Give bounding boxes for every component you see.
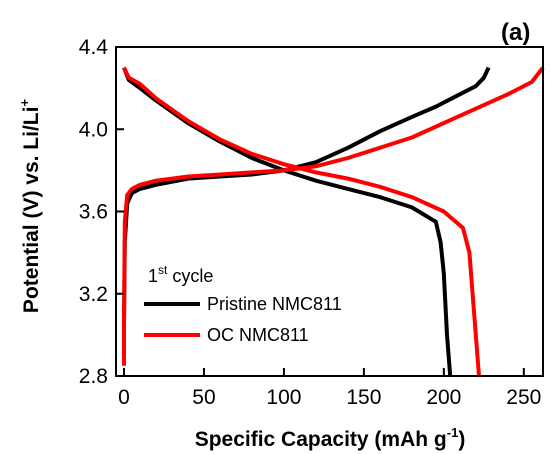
x-axis-title-sup: -1 — [447, 425, 459, 440]
x-axis-title-end: ) — [458, 428, 465, 451]
x-axis-title: Specific Capacity (mAh g-1) — [195, 425, 466, 451]
y-axis-title-main: Potential (V) vs. Li/Li — [20, 107, 43, 314]
x-tick-label: 50 — [192, 386, 215, 409]
x-tick-label: 100 — [266, 386, 301, 409]
series-layer — [122, 66, 545, 377]
y-tick-label: 4.0 — [79, 118, 108, 141]
legend-title-main: 1 — [148, 266, 158, 286]
legend: 1st cycle Pristine NMC811 OC NMC811 — [144, 263, 342, 345]
y-tick-label: 3.2 — [79, 283, 108, 306]
x-tick-label: 200 — [426, 386, 461, 409]
y-tick-label: 2.8 — [79, 365, 108, 388]
x-tick-label: 150 — [346, 386, 381, 409]
ticks-layer: 0 50 100 150 200 250 2.8 3.2 3.6 4.0 4.4 — [79, 36, 542, 409]
plot-frame — [115, 46, 544, 377]
series-line-oc-discharge — [122, 66, 481, 377]
y-axis-title-sup: + — [17, 99, 32, 107]
legend-title-sup: st — [158, 263, 168, 277]
legend-label-pristine: Pristine NMC811 — [207, 294, 342, 314]
y-tick-label: 3.6 — [79, 201, 108, 224]
x-tick-label: 0 — [118, 386, 130, 409]
panel-label: (a) — [501, 19, 530, 46]
legend-title-end: cycle — [167, 266, 213, 286]
series-line-oc-charge — [122, 66, 545, 366]
legend-title: 1st cycle — [148, 263, 213, 286]
x-tick-label: 250 — [506, 386, 541, 409]
y-tick-label: 4.4 — [79, 36, 109, 59]
x-axis-title-main: Specific Capacity (mAh g — [195, 428, 447, 451]
y-axis-title: Potential (V) vs. Li/Li+ — [17, 99, 43, 314]
legend-label-oc: OC NMC811 — [207, 325, 309, 345]
